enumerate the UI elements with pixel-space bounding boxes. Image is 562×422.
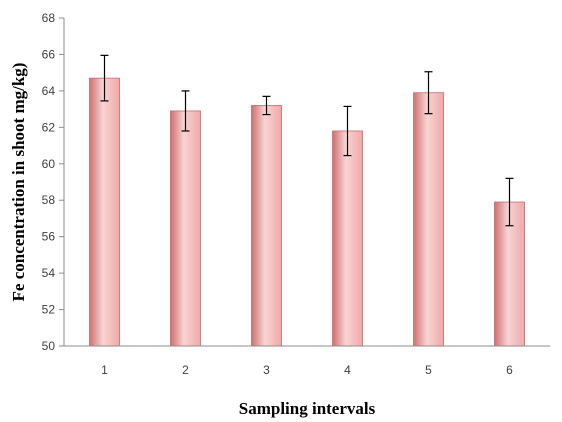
- error-bar-6: [505, 177, 514, 227]
- y-tick-label: 64: [42, 84, 56, 98]
- bar-3: [251, 105, 282, 347]
- error-bars-layer: [100, 54, 514, 227]
- error-bar-3: [262, 95, 271, 116]
- error-bar-1: [100, 54, 109, 102]
- x-tick-label: 6: [506, 363, 513, 377]
- y-tick-label: 68: [42, 11, 56, 25]
- y-tick-label: 60: [42, 157, 56, 171]
- error-bar-4: [343, 105, 352, 157]
- error-bar-2: [181, 90, 190, 132]
- x-tick-label: 5: [425, 363, 432, 377]
- y-axis-title: Fe concentration in shoot mg/kg): [9, 63, 28, 302]
- bar-5: [413, 92, 444, 347]
- bars-layer: [89, 77, 525, 347]
- bar-1: [89, 77, 120, 347]
- y-tick-label: 50: [42, 339, 56, 353]
- y-tick-label: 66: [42, 47, 56, 61]
- x-tick-label: 4: [344, 363, 351, 377]
- x-axis-ticks: 1 2 3 4 5 6: [101, 363, 513, 377]
- y-tick-label: 62: [42, 120, 56, 134]
- bar-4: [332, 130, 363, 347]
- y-axis-ticks: 50 52 54 56 58 60 62 64 66 68: [42, 11, 64, 353]
- x-tick-label: 2: [182, 363, 189, 377]
- x-tick-label: 1: [101, 363, 108, 377]
- bar-2: [170, 110, 201, 347]
- error-bar-5: [424, 71, 433, 115]
- y-tick-label: 52: [42, 303, 56, 317]
- x-axis-title: Sampling intervals: [239, 399, 376, 418]
- y-tick-label: 54: [42, 266, 56, 280]
- y-tick-label: 56: [42, 230, 56, 244]
- x-tick-label: 3: [263, 363, 270, 377]
- y-tick-label: 58: [42, 193, 56, 207]
